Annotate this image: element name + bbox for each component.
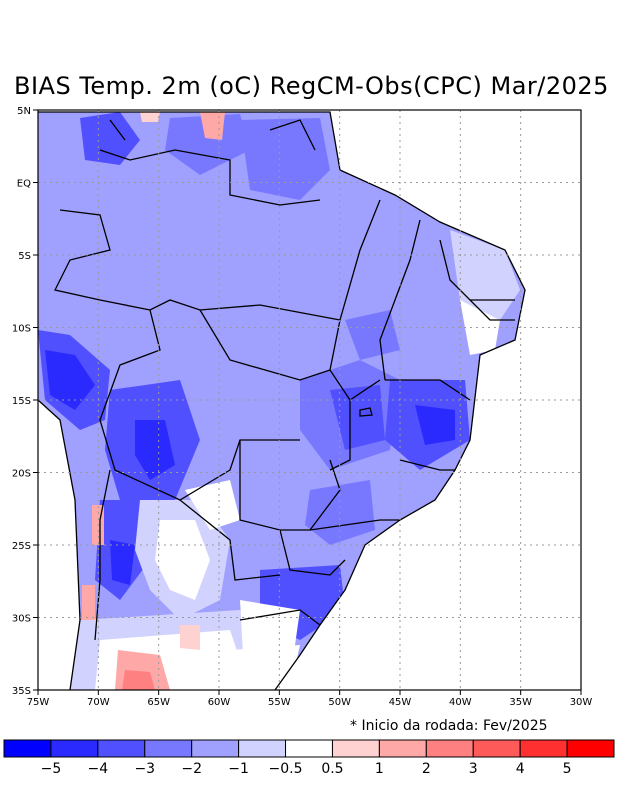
colorbar-label: −1 [228, 761, 249, 777]
colorbar-label: 3 [469, 761, 478, 777]
colorbar-swatch [425, 739, 474, 758]
run-start-note: * Inicio da rodada: Fev/2025 [350, 718, 548, 734]
colorbar-swatch [97, 739, 146, 758]
map-title: BIAS Temp. 2m (oC) RegCM-Obs(CPC) Mar/20… [14, 72, 609, 100]
colorbar-label: −2 [181, 761, 202, 777]
colorbar-swatch [378, 739, 427, 758]
colorbar-swatch [238, 739, 287, 758]
colorbar-swatch [191, 739, 240, 758]
colorbar-label: 1 [375, 761, 384, 777]
lat-tick-label: 10S [12, 324, 31, 335]
lon-tick-label: 55W [268, 697, 291, 708]
colorbar-label: 0.5 [321, 761, 343, 777]
lat-tick-label: 30S [12, 614, 31, 625]
colorbar-swatch [472, 739, 521, 758]
lon-tick-label: 75W [27, 697, 50, 708]
lon-tick-label: 40W [449, 697, 472, 708]
longitude-ticks: 75W 70W 65W 60W 55W 50W 45W 40W 35W 30W [27, 690, 593, 708]
colorbar-label: −5 [41, 761, 62, 777]
colorbar-label: −3 [134, 761, 155, 777]
latitude-ticks: 5N EQ 5S 10S 15S 20S 25S 30S 35S [12, 106, 38, 697]
lon-tick-label: 30W [570, 697, 593, 708]
graticule [38, 110, 581, 690]
colorbar: −5 −4 −3 −2 −1 −0.5 0.5 1 2 3 4 5 [3, 739, 615, 777]
lat-tick-label: 5N [17, 106, 31, 117]
colorbar-swatch [566, 739, 615, 758]
lat-tick-label: 20S [12, 469, 31, 480]
colorbar-swatch [144, 739, 193, 758]
lon-tick-label: 45W [389, 697, 412, 708]
colorbar-label: −4 [88, 761, 109, 777]
boundaries [38, 111, 526, 690]
lat-tick-label: EQ [17, 179, 31, 190]
lon-tick-label: 65W [147, 697, 170, 708]
colorbar-swatch [50, 739, 99, 758]
colorbar-swatch [331, 739, 380, 758]
lon-tick-label: 50W [328, 697, 351, 708]
colorbar-label: 2 [422, 761, 431, 777]
colorbar-label: 4 [516, 761, 525, 777]
colorbar-swatch [519, 739, 568, 758]
colorbar-label: −0.5 [269, 761, 303, 777]
lon-tick-label: 70W [87, 697, 110, 708]
colorbar-swatch [285, 739, 333, 758]
colorbar-swatch [3, 739, 52, 758]
colorbar-label: 5 [563, 761, 572, 777]
lat-tick-label: 35S [12, 686, 31, 697]
lat-tick-label: 5S [18, 251, 31, 262]
lat-tick-label: 15S [12, 396, 31, 407]
lon-tick-label: 60W [208, 697, 231, 708]
lon-tick-label: 35W [509, 697, 532, 708]
lat-tick-label: 25S [12, 541, 31, 552]
